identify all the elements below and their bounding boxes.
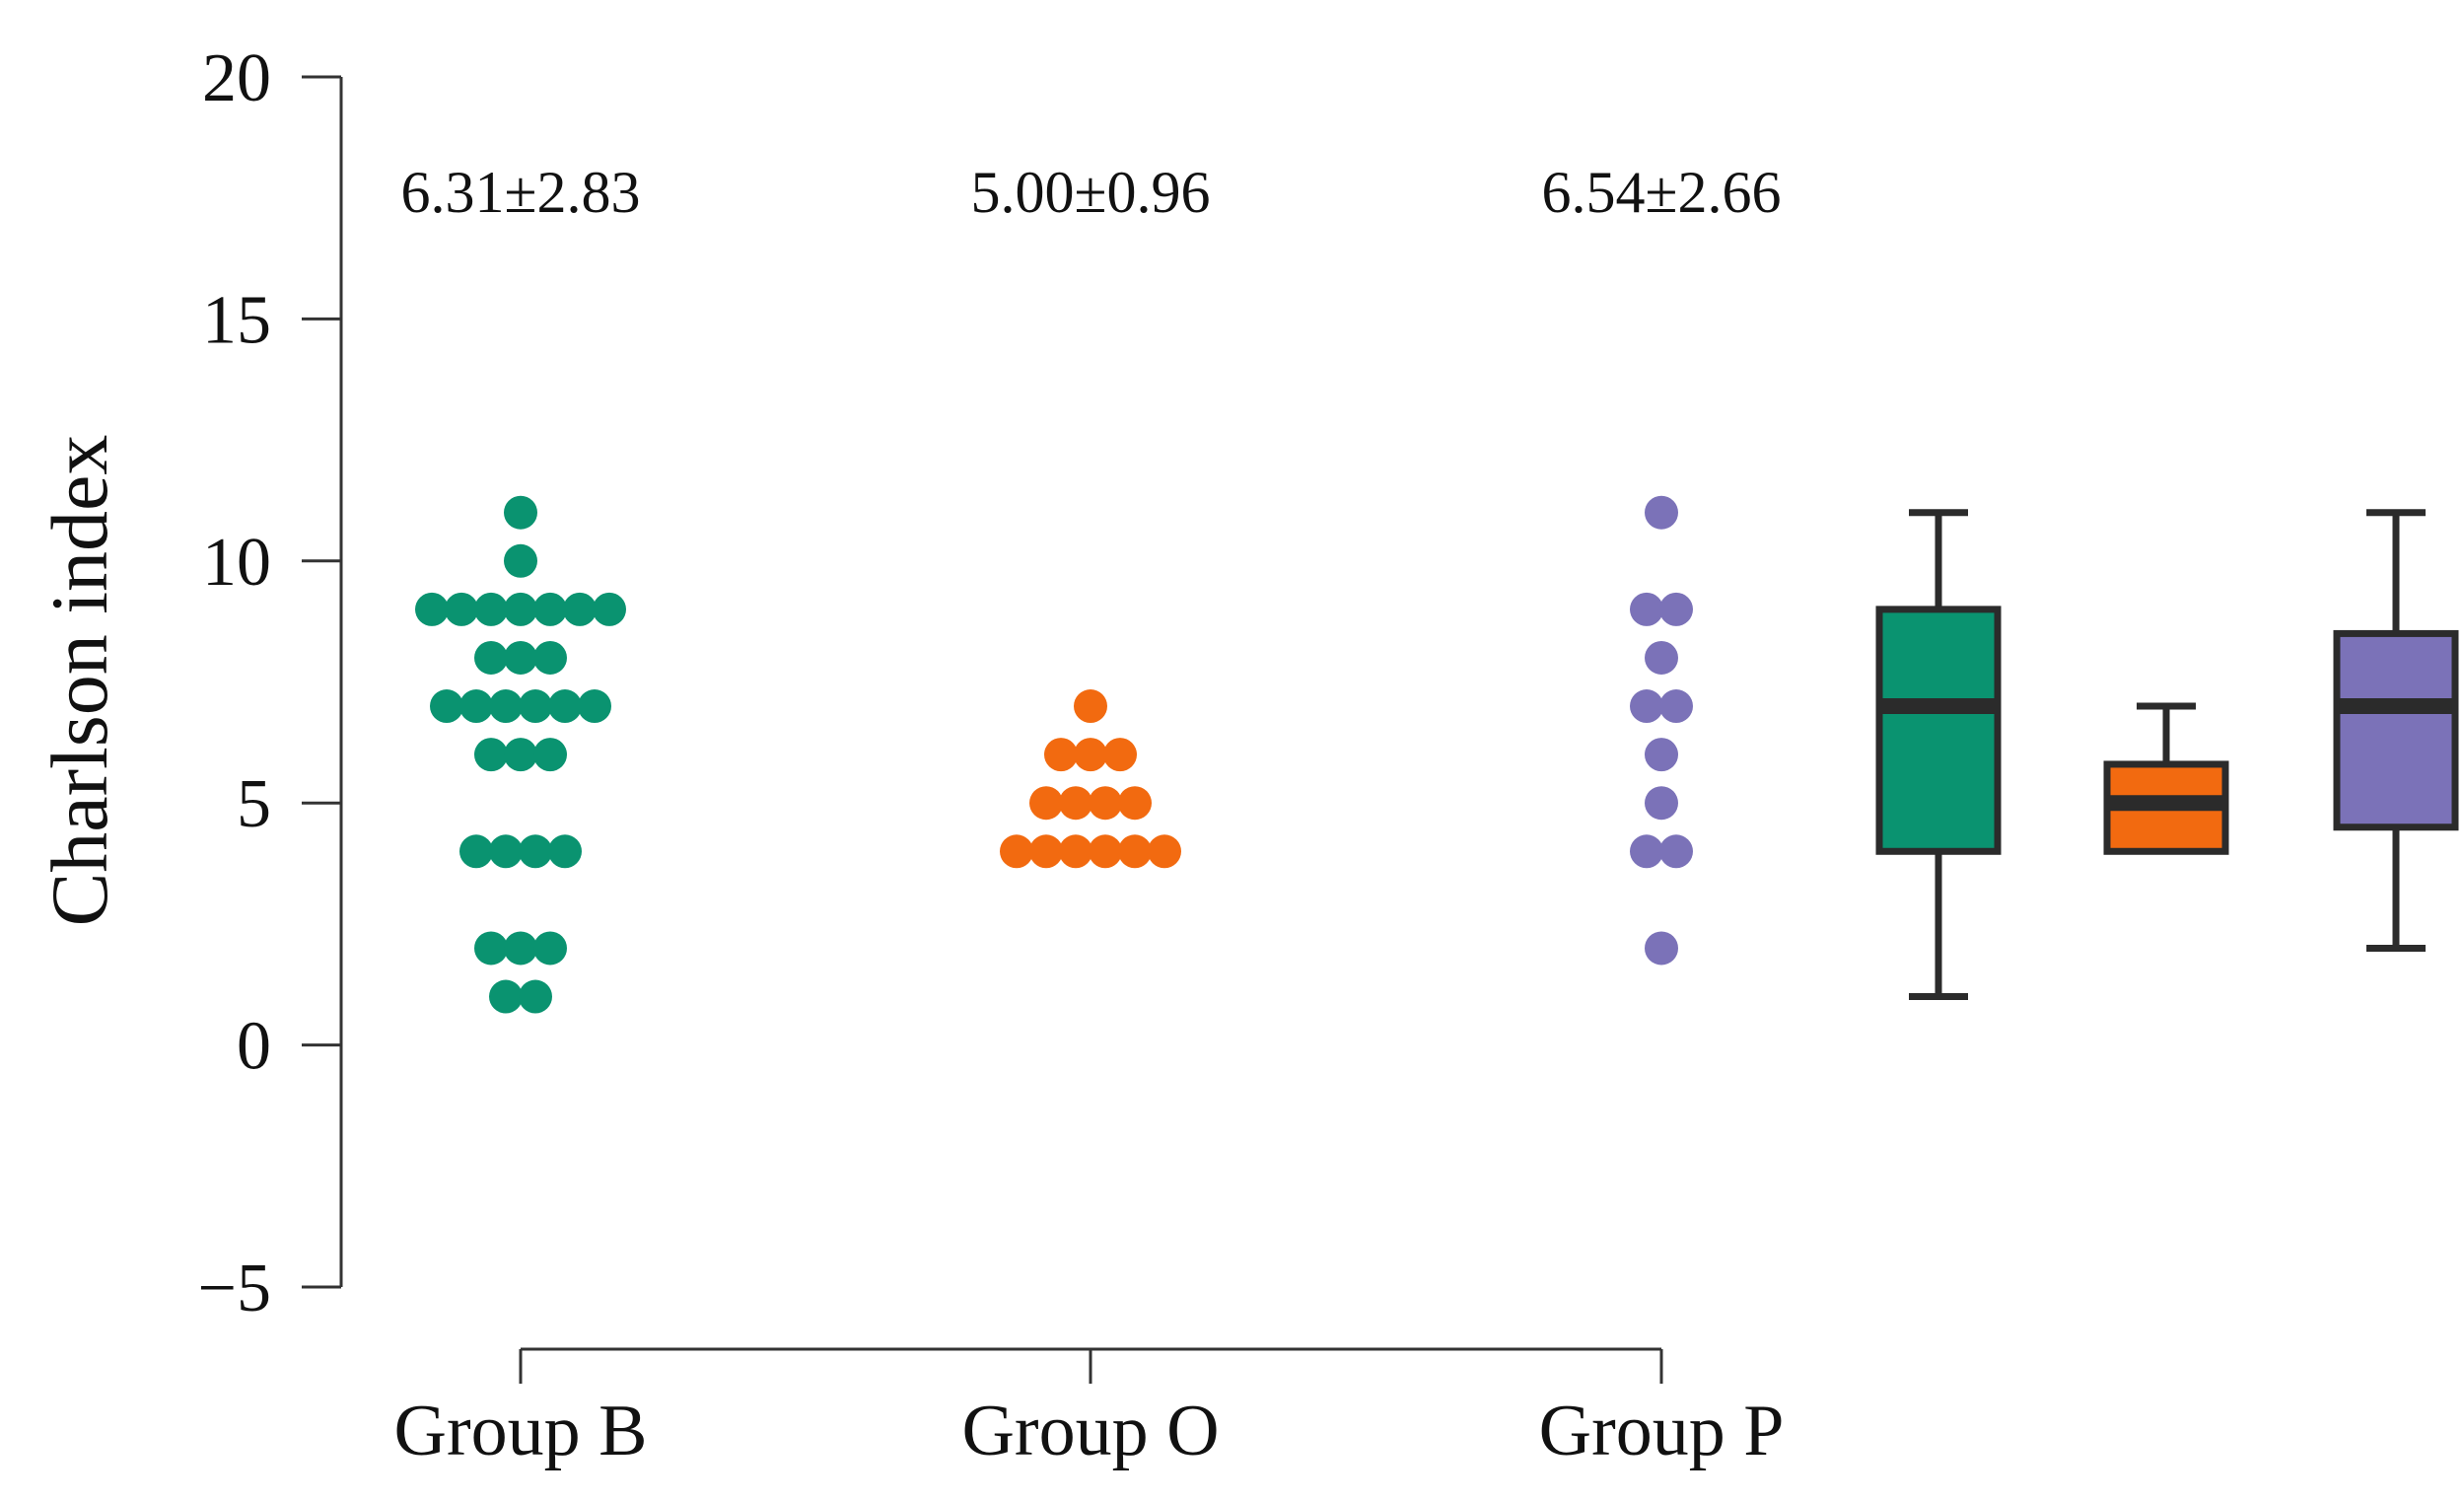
data-point [504,543,537,578]
data-point [504,592,537,626]
data-point [519,979,552,1014]
data-point [1659,834,1693,869]
data-point [1074,738,1107,772]
data-point [489,979,523,1014]
data-point [1059,834,1092,869]
boxplot-group-p [2333,509,2459,952]
data-point [1103,738,1137,772]
y-axis-ticks: −5 0 5 10 15 20 [198,40,341,1326]
data-point [1630,689,1663,724]
data-point [504,931,537,966]
iqr-box [2333,629,2459,831]
data-point [1630,592,1663,626]
data-point [1089,786,1122,821]
data-point [519,834,552,869]
data-point [519,689,552,724]
y-tick-label: 5 [237,766,271,842]
data-point [1645,738,1678,772]
data-point [415,592,449,626]
data-point [533,931,567,966]
data-point [533,592,567,626]
annotation-group-o: 5.00±0.96 [971,160,1211,225]
data-point [459,834,493,869]
x-axis-ticks: Group B Group O Group P [394,1349,1785,1471]
data-point [563,592,597,626]
x-tick-label: Group O [961,1391,1219,1471]
data-point [1029,786,1063,821]
data-point [489,689,523,724]
data-point [1029,834,1063,869]
scatter-points [415,495,1693,1014]
data-point [578,689,611,724]
annotation-group-b: 6.31±2.83 [401,160,641,225]
data-point [445,592,478,626]
data-point [489,834,523,869]
data-point [474,640,508,675]
y-tick-label: 20 [202,40,271,116]
data-point [1089,834,1122,869]
data-point [1645,640,1678,675]
data-point [1044,738,1078,772]
data-point [1645,786,1678,821]
box-plots [1875,509,2459,1001]
data-point [474,931,508,966]
data-point [1148,834,1181,869]
data-point [504,495,537,530]
data-point [1630,834,1663,869]
y-tick-label: 10 [202,525,271,601]
data-point [1659,592,1693,626]
y-tick-label: 0 [237,1009,271,1085]
data-point [474,738,508,772]
data-point [533,640,567,675]
boxplot-group-o [2103,702,2229,855]
data-point [1118,834,1152,869]
data-point [548,834,582,869]
iqr-box [1875,606,2002,855]
data-point [474,592,508,626]
data-point [504,640,537,675]
data-point [1645,931,1678,966]
data-point [1000,834,1033,869]
boxplot-group-b [1875,509,2002,1001]
data-point [1645,495,1678,530]
y-tick-label: 15 [202,282,271,358]
annotation-group-p: 6.54±2.66 [1542,160,1782,225]
data-point [459,689,493,724]
data-point [1074,689,1107,724]
y-axis-label: Charlson index [35,435,124,927]
data-point [1118,786,1152,821]
mean-sd-annotations: 6.31±2.83 5.00±0.96 6.54±2.66 [401,160,1782,225]
data-point [533,738,567,772]
x-tick-label: Group P [1539,1391,1785,1471]
data-point [430,689,463,724]
data-point [593,592,626,626]
data-point [548,689,582,724]
data-point [1059,786,1092,821]
data-point [504,738,537,772]
data-point [1659,689,1693,724]
x-tick-label: Group B [394,1391,648,1471]
y-tick-label: −5 [198,1251,271,1326]
